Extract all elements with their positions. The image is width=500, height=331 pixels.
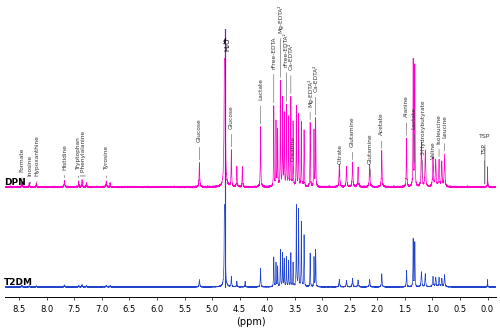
Text: Glucose: Glucose [229, 105, 234, 147]
Text: Lactate: Lactate [258, 78, 263, 124]
Text: Citrate: Citrate [338, 144, 342, 177]
Text: Glucose: Glucose [197, 118, 202, 160]
Text: Acetate: Acetate [380, 113, 384, 149]
Text: Valine: Valine [431, 141, 436, 172]
Text: rFree-EDTA: rFree-EDTA [272, 36, 276, 103]
Text: Mg-EDTA²: Mg-EDTA² [278, 4, 283, 77]
Text: T2DM: T2DM [4, 278, 33, 287]
Text: 3-Hydroxybutyrate: 3-Hydroxybutyrate [420, 99, 425, 178]
Text: Glutamine: Glutamine [350, 116, 355, 160]
Text: Creatine: Creatine [291, 136, 296, 174]
Text: Hypoxanthine: Hypoxanthine [34, 135, 40, 184]
Text: Mg-EDTA²: Mg-EDTA² [307, 78, 313, 119]
Text: Ca-EDTA²: Ca-EDTA² [288, 43, 294, 94]
X-axis label: (ppm): (ppm) [236, 317, 266, 327]
Text: Tryptophan: Tryptophan [76, 138, 81, 178]
Text: rFree-EDTA²: rFree-EDTA² [284, 32, 289, 101]
Text: Glutamine: Glutamine [368, 133, 372, 177]
Text: TSP: TSP [482, 144, 488, 184]
Text: Tyrosine: Tyrosine [104, 146, 109, 178]
Text: DPN: DPN [4, 178, 26, 187]
Text: Leucine: Leucine [442, 115, 447, 151]
Text: Alanine: Alanine [404, 95, 409, 135]
Text: TSP: TSP [480, 134, 490, 184]
Text: Lactate: Lactate [412, 107, 417, 163]
Text: Ca-EDTA²: Ca-EDTA² [313, 64, 318, 115]
Text: Formate: Formate [20, 148, 24, 180]
Text: Histidine: Histidine [62, 144, 67, 178]
Text: Inosine: Inosine [28, 155, 33, 184]
Text: | Phenylalanine: | Phenylalanine [80, 131, 86, 184]
Text: H₂O: H₂O [224, 37, 230, 51]
Text: Isoleucine: Isoleucine [436, 114, 442, 157]
